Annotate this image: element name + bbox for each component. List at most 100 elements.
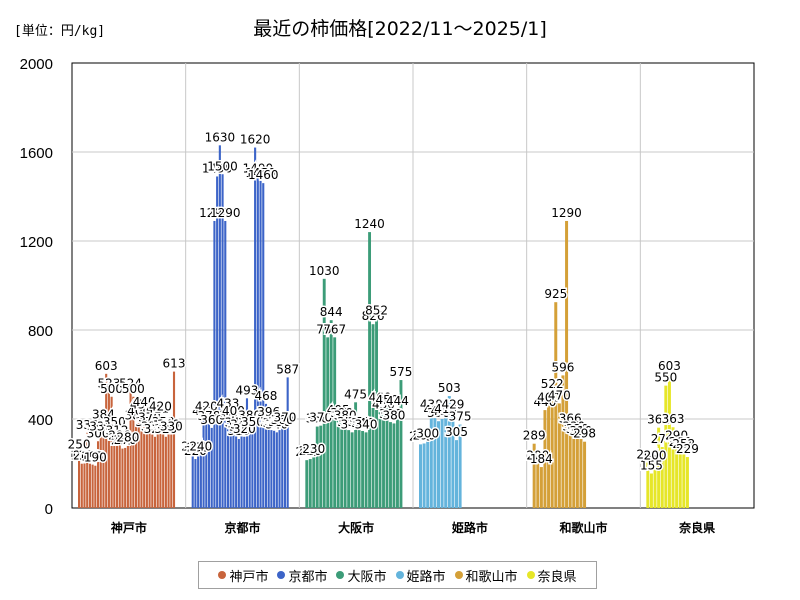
bar — [343, 423, 347, 508]
bar — [207, 423, 211, 508]
bar — [575, 436, 579, 508]
bar — [273, 430, 276, 508]
bar — [221, 174, 224, 508]
bar — [378, 405, 382, 508]
bar — [259, 180, 262, 509]
bar — [267, 419, 270, 508]
bar — [143, 410, 146, 508]
data-label: 1490 — [243, 161, 274, 175]
data-label: 430 — [372, 397, 395, 411]
bar — [539, 467, 543, 508]
bar — [322, 278, 326, 508]
data-label: 429 — [441, 398, 464, 412]
data-label: 380 — [238, 408, 261, 422]
bar — [118, 443, 121, 508]
legend-label: 京都市 — [288, 569, 328, 585]
data-label: 350 — [103, 415, 126, 429]
bar — [678, 450, 682, 508]
data-label: 340 — [265, 417, 288, 431]
bar — [281, 427, 284, 508]
bar — [532, 443, 536, 508]
data-label: 475 — [344, 387, 367, 401]
bar — [308, 459, 312, 508]
bar — [568, 426, 572, 508]
data-label: 370 — [274, 411, 297, 425]
data-label: 524 — [119, 376, 142, 390]
bar — [153, 436, 157, 508]
data-label: 199 — [70, 449, 93, 463]
bar — [326, 337, 330, 508]
data-label: 575 — [390, 365, 413, 379]
bar — [148, 425, 151, 508]
data-label: 1470 — [245, 166, 276, 180]
data-label: 260 — [669, 435, 692, 449]
bar — [248, 423, 251, 508]
data-label: 925 — [544, 287, 567, 301]
bar — [429, 412, 433, 508]
bar — [83, 463, 86, 508]
data-label: 1030 — [309, 264, 340, 278]
data-label: 286 — [409, 429, 432, 443]
data-label: 230 — [302, 442, 325, 456]
data-label: 350 — [135, 415, 158, 429]
data-label: 375 — [449, 410, 472, 424]
data-label: 468 — [255, 389, 278, 403]
bar — [682, 451, 686, 508]
data-label: 289 — [523, 429, 546, 443]
data-label: 312 — [106, 424, 129, 438]
data-label: 349 — [225, 415, 248, 429]
data-label: 1290 — [199, 206, 230, 220]
bar — [583, 441, 587, 508]
data-label: 500 — [100, 382, 123, 396]
bar — [354, 402, 358, 508]
bar — [458, 424, 462, 508]
bar — [240, 432, 243, 508]
bar — [88, 463, 91, 508]
bar — [254, 147, 257, 509]
y-tick-label: 2000 — [20, 56, 53, 73]
bar — [167, 432, 170, 508]
bar — [91, 464, 94, 508]
x-tick-label: 和歌山市 — [558, 520, 607, 535]
data-label: 350 — [152, 415, 175, 429]
data-label: 852 — [365, 303, 388, 317]
bar — [107, 391, 110, 508]
data-label: 400 — [431, 404, 454, 418]
data-label: 603 — [95, 359, 118, 373]
bar — [99, 434, 102, 508]
bar — [646, 462, 650, 508]
bars-layer — [78, 145, 689, 509]
bar — [156, 416, 159, 508]
data-label: 523 — [97, 377, 120, 391]
bar — [210, 427, 213, 508]
data-label: 420 — [195, 400, 218, 414]
bar — [667, 373, 671, 508]
bar — [557, 403, 561, 508]
data-label: 396 — [257, 405, 280, 419]
bar — [312, 456, 316, 508]
bar — [194, 459, 197, 508]
data-label: 430 — [130, 397, 153, 411]
data-label: 470 — [548, 388, 571, 402]
bar — [191, 454, 194, 508]
bar — [340, 421, 344, 508]
legend-item: 大阪市 — [336, 566, 387, 585]
data-label: 1290 — [551, 206, 582, 220]
data-label: 340 — [341, 417, 364, 431]
bar — [371, 324, 375, 508]
bar — [235, 430, 238, 508]
legend-item: 奈良県 — [526, 566, 577, 585]
data-label: 460 — [369, 391, 392, 405]
legend-item: 京都市 — [277, 566, 327, 585]
legend-label: 神戸市 — [229, 569, 269, 585]
bar — [550, 391, 554, 508]
bar — [275, 432, 278, 508]
bar — [140, 412, 143, 508]
data-label: 340 — [355, 417, 378, 431]
bar — [151, 434, 154, 508]
data-label: 350 — [348, 415, 371, 429]
data-label: 310 — [227, 424, 250, 438]
bar — [447, 396, 451, 508]
x-tick-label: 神戸市 — [111, 520, 147, 535]
bar — [315, 426, 319, 508]
